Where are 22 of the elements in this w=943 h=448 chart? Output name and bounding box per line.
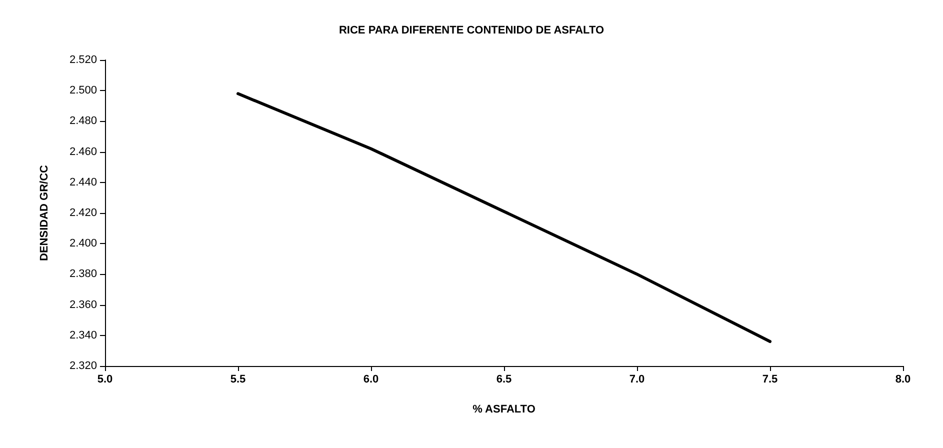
x-tick-label: 5.0 (97, 374, 113, 386)
x-tick-label: 5.5 (230, 374, 246, 386)
y-tick-label: 2.400 (69, 238, 97, 250)
y-tick-label: 2.340 (69, 329, 97, 342)
y-tick-label: 2.440 (69, 176, 97, 188)
y-axis-title: DENSIDAD GR/CC (38, 164, 50, 261)
y-tick-label: 2.380 (69, 268, 97, 280)
y-tick-label: 2.500 (69, 84, 97, 97)
x-tick-label: 7.0 (629, 374, 645, 386)
chart-title: RICE PARA DIFERENTE CONTENIDO DE ASFALTO (338, 24, 604, 36)
x-tick-label: 7.5 (762, 374, 778, 386)
y-tick-label: 2.420 (69, 207, 97, 219)
y-tick-label: 2.480 (69, 115, 97, 128)
line-series (236, 92, 772, 344)
y-tick-label: 2.520 (69, 54, 97, 66)
x-tick-label: 6.5 (496, 374, 512, 386)
y-tick-label: 2.460 (69, 146, 97, 158)
y-tick-label: 2.360 (69, 298, 97, 311)
x-axis-title: % ASFALTO (472, 404, 536, 416)
x-tick-label: 6.0 (363, 374, 379, 386)
x-tick-label: 8.0 (895, 374, 911, 386)
y-tick-label: 2.320 (69, 360, 97, 372)
